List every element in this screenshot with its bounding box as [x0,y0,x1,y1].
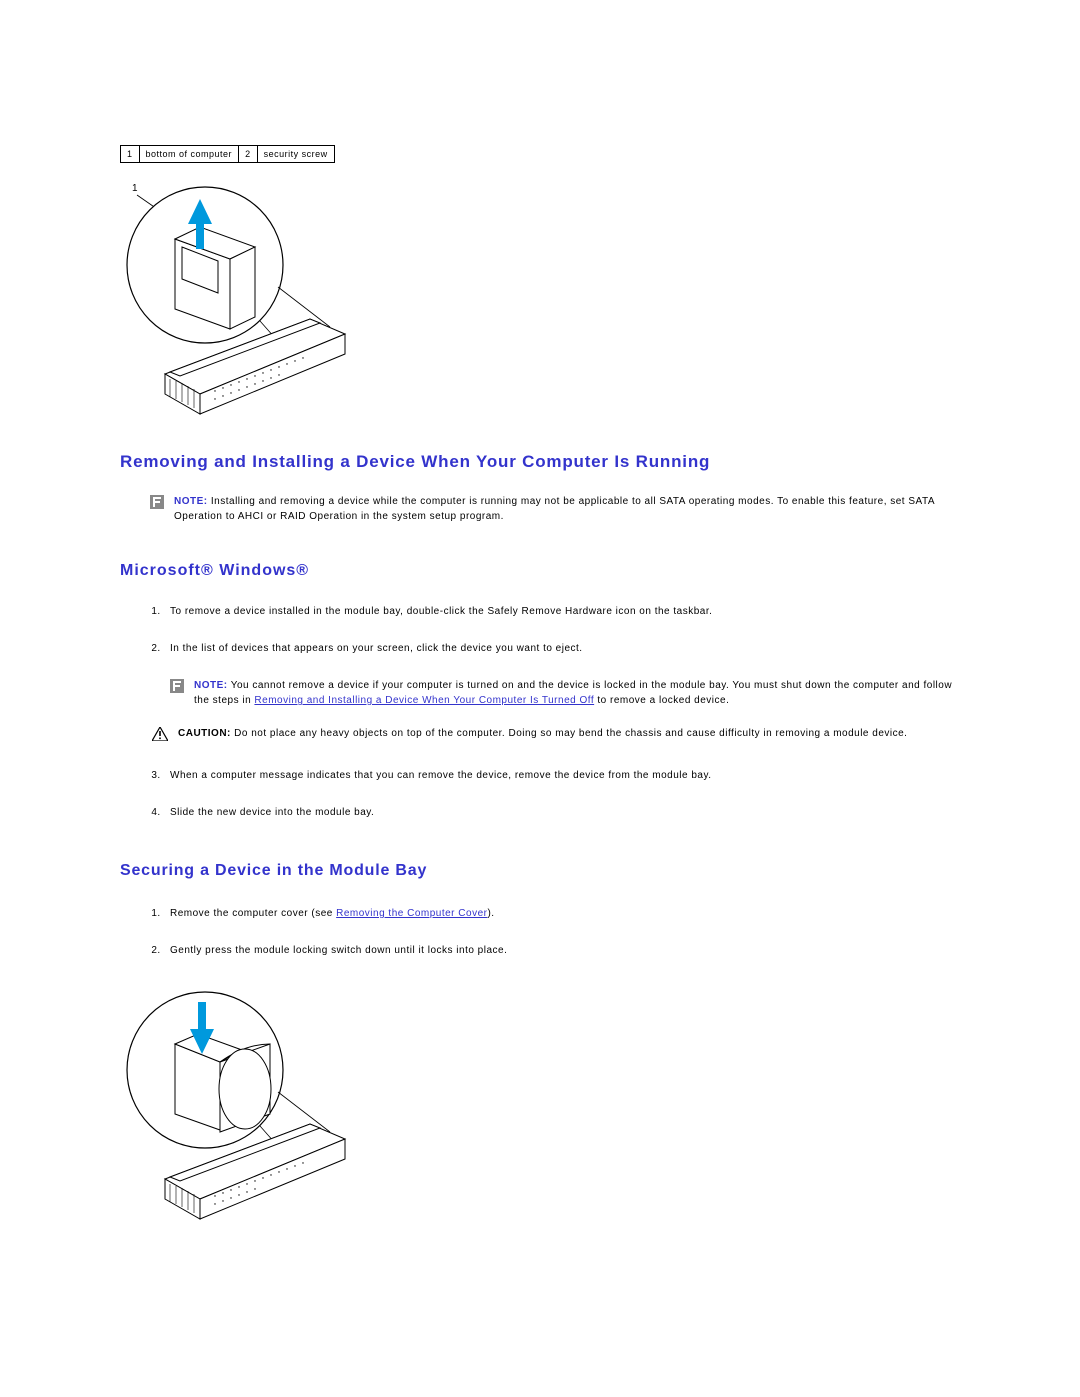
note-label: NOTE: [194,680,228,691]
link-turned-off[interactable]: Removing and Installing a Device When Yo… [254,695,594,706]
caution-label: CAUTION: [178,728,231,739]
steps-windows: To remove a device installed in the modu… [164,604,960,820]
note-locked: NOTE: You cannot remove a device if your… [170,678,960,708]
heading-removing-running: Removing and Installing a Device When Yo… [120,452,960,472]
caution-icon [152,727,168,746]
caution-heavy-objects: CAUTION: Do not place any heavy objects … [152,726,960,746]
diagram-module-bay-2 [120,974,960,1227]
legend-table: 1 bottom of computer 2 security screw [120,145,335,163]
legend-cell-2t: security screw [257,146,334,163]
step-b2: Gently press the module locking switch d… [164,943,960,958]
link-remove-cover[interactable]: Removing the Computer Cover [336,908,487,919]
step-a4: Slide the new device into the module bay… [164,805,960,820]
legend-cell-1t: bottom of computer [139,146,239,163]
note-text: Installing and removing a device while t… [174,496,934,522]
diagram-module-bay-1: 1 [120,169,960,422]
step-b1: Remove the computer cover (see Removing … [164,906,960,921]
legend-cell-2n: 2 [239,146,258,163]
caution-text: Do not place any heavy objects on top of… [231,728,908,739]
legend-cell-1n: 1 [121,146,140,163]
note-icon [170,679,184,698]
step-a3: When a computer message indicates that y… [164,768,960,783]
step-a2: In the list of devices that appears on y… [164,641,960,746]
diagram-label-1: 1 [132,183,138,194]
note-sata: NOTE: Installing and removing a device w… [150,494,960,524]
note-label: NOTE: [174,496,208,507]
note-icon [150,495,164,514]
step-a1: To remove a device installed in the modu… [164,604,960,619]
heading-securing: Securing a Device in the Module Bay [120,862,960,880]
steps-securing: Remove the computer cover (see Removing … [164,906,960,958]
heading-windows: Microsoft® Windows® [120,562,960,580]
note2-post: to remove a locked device. [594,695,729,706]
